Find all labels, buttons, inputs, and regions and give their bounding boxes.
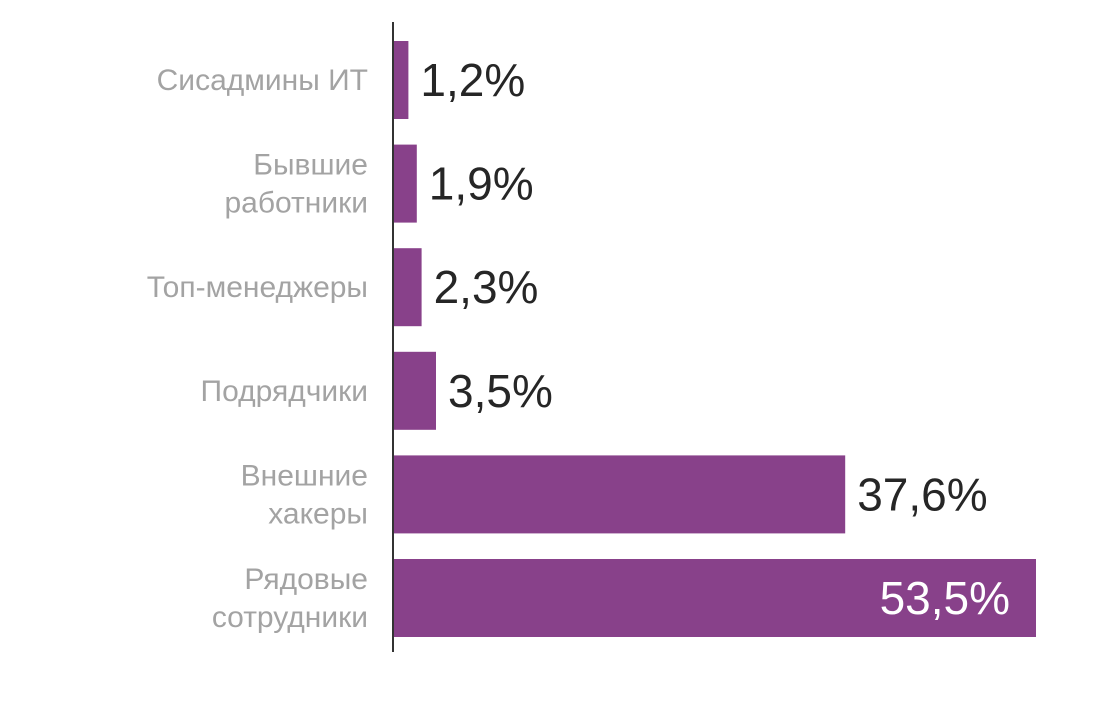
category-label-4: Подрядчики: [201, 375, 368, 408]
value-label-3: 2,3%: [434, 261, 539, 313]
bar-5: [394, 455, 846, 534]
value-label-5: 37,6%: [857, 468, 987, 520]
category-label-1: Сисадмины ИТ: [157, 64, 368, 97]
category-label-line: Внешние: [241, 459, 368, 492]
bar-1: [394, 41, 409, 119]
category-label-line: сотрудники: [212, 601, 368, 634]
value-label-2: 1,9%: [429, 158, 534, 210]
category-label-line: хакеры: [268, 497, 368, 530]
category-label-line: Подрядчики: [201, 375, 368, 408]
bar-4: [394, 351, 436, 430]
value-label-1: 1,2%: [420, 54, 525, 106]
category-label-2: Бывшие работники: [224, 149, 368, 220]
category-label-6: Рядовые сотрудники: [212, 563, 368, 634]
category-label-line: Топ-менеджеры: [147, 271, 368, 304]
category-label-3: Топ-менеджеры: [147, 271, 368, 304]
bar-3: [394, 248, 422, 327]
category-label-line: Сисадмины ИТ: [157, 64, 368, 97]
bars-group: [394, 41, 1036, 637]
value-label-4: 3,5%: [448, 365, 553, 417]
bar-6: [394, 559, 1036, 637]
value-label-6: 53,5%: [880, 572, 1010, 624]
labels-group: Сисадмины ИТ 1,2% Бывшие работники 1,9% Топ-м…: [147, 54, 1010, 634]
category-label-line: Бывшие: [253, 149, 368, 182]
category-label-line: Рядовые: [244, 563, 368, 596]
category-label-5: Внешние хакеры: [241, 459, 368, 530]
bar-2: [394, 144, 417, 223]
category-label-line: работники: [224, 187, 368, 220]
